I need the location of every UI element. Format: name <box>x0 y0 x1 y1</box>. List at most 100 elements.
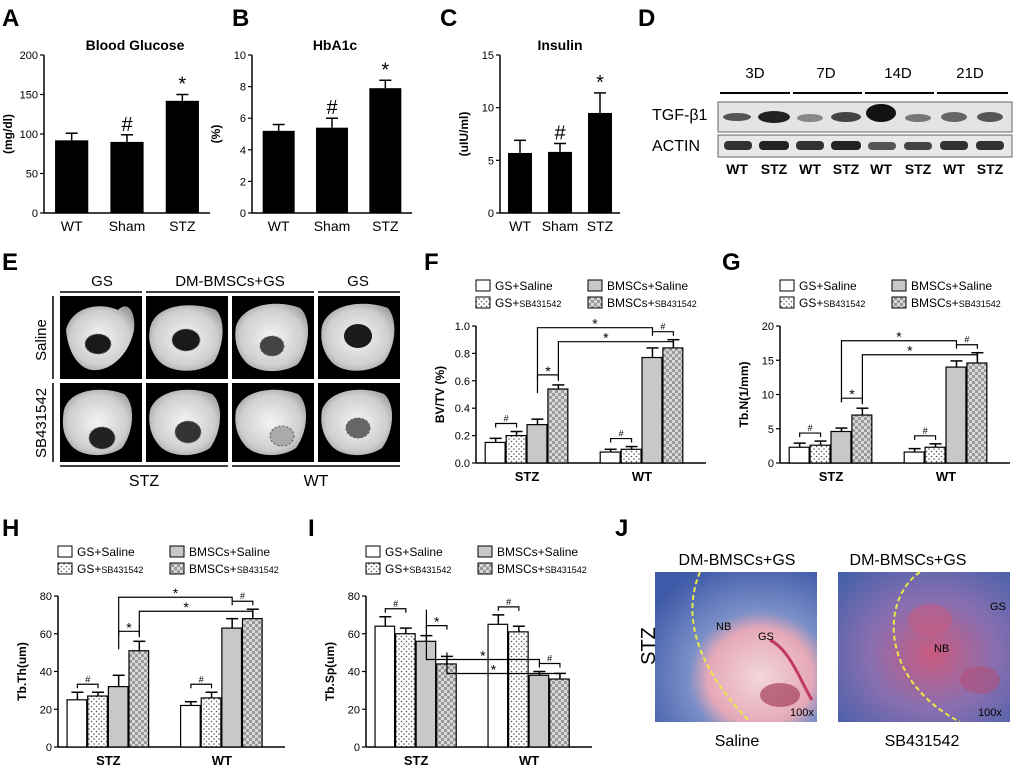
panel-letter-d: D <box>638 5 655 32</box>
significance-mark: # <box>326 97 338 119</box>
x-tick-label: WT <box>509 218 531 234</box>
y-axis-label: (mg/dl) <box>1 114 15 154</box>
significance-bracket <box>231 600 254 606</box>
x-tick-label: Sham <box>542 218 579 234</box>
y-tick-label: 10 <box>234 50 246 62</box>
significance-bracket <box>118 596 233 650</box>
bar <box>110 141 144 213</box>
legend-label: GS+Saline <box>385 545 443 559</box>
blot-band <box>758 111 790 123</box>
legend-swatch <box>57 545 73 558</box>
blot-band <box>831 112 861 122</box>
y-tick-label: 0 <box>32 208 38 220</box>
legend-swatch <box>891 296 907 309</box>
bar <box>66 699 88 748</box>
chart-b: 0 2 4 6 8 10 (%) WT # Sham * STZ <box>209 50 412 234</box>
y-tick-label: 80 <box>40 591 52 603</box>
bar <box>221 627 243 748</box>
panel-letter-c: C <box>440 5 457 32</box>
microct-image <box>318 296 400 379</box>
significance-mark: * <box>178 74 186 96</box>
legend-swatch <box>475 279 491 292</box>
blot-lane-label: WT <box>943 161 965 177</box>
y-tick-label: 0 <box>46 742 52 754</box>
y-axis-label: Tb.Th(um) <box>15 642 29 701</box>
y-tick-label: 0 <box>488 208 494 220</box>
significance-mark: * <box>434 614 440 630</box>
legend-label: BMSCs+SB431542 <box>607 296 697 310</box>
bar <box>107 685 129 748</box>
bar <box>369 88 402 213</box>
significance-mark: # <box>506 597 511 607</box>
legend-swatch <box>365 545 381 558</box>
significance-bracket <box>651 331 674 336</box>
y-tick-label: 60 <box>40 629 52 641</box>
blot-lane-label: WT <box>799 161 821 177</box>
histology-image: NB GS 100x <box>655 571 817 723</box>
histology-title: DM-BMSCs+GS <box>850 552 967 569</box>
blot-lane-label: STZ <box>905 161 932 177</box>
histology-row-label: STZ <box>638 627 660 665</box>
y-tick-label: 50 <box>26 169 38 181</box>
y-axis-label: (%) <box>209 125 223 144</box>
histology-bottom-label: Saline <box>715 733 760 750</box>
significance-mark: # <box>199 674 204 684</box>
y-axis-label-group: Tb.Th(um) <box>15 642 29 701</box>
significance-bracket <box>425 609 541 664</box>
significance-bracket <box>446 652 561 678</box>
y-tick-label: 40 <box>40 667 52 679</box>
bar <box>241 618 263 748</box>
significance-mark: * <box>545 363 551 379</box>
significance-mark: * <box>491 662 497 678</box>
significance-mark: # <box>240 591 245 601</box>
y-tick-label: 10 <box>482 103 494 115</box>
x-tick-label: Sham <box>314 218 351 234</box>
x-tick-label: WT <box>61 218 83 234</box>
y-tick-label: 8 <box>240 82 246 94</box>
blot-band <box>905 114 931 122</box>
significance-mark: # <box>504 413 509 423</box>
legend-label: GS+SB431542 <box>799 296 865 310</box>
bar <box>200 697 222 748</box>
significance-mark: * <box>381 59 389 81</box>
panel-letter-e: E <box>2 249 18 276</box>
significance-mark: # <box>393 599 398 609</box>
microct-row-label: Saline <box>33 319 50 361</box>
blot-band <box>796 141 824 150</box>
legend-swatch <box>365 562 381 575</box>
panel-letter-i: I <box>308 515 315 542</box>
y-tick-label: 20 <box>762 321 774 333</box>
microct-image <box>232 383 314 462</box>
chart-a: 0 50 100 150 200 (mg/dl) WT # Sham * STZ <box>1 50 210 234</box>
bar <box>505 435 527 464</box>
significance-mark: * <box>896 329 902 345</box>
y-tick-label: 5 <box>768 424 774 436</box>
blot-day-21d: 21D <box>956 65 984 82</box>
bar <box>507 631 529 748</box>
y-tick-label: 20 <box>348 704 360 716</box>
microct-row-label: SB431542 <box>33 388 50 458</box>
bar <box>128 650 150 748</box>
significance-mark: # <box>85 674 90 684</box>
legend-swatch <box>587 279 603 292</box>
x-tick-label: STZ <box>169 218 196 234</box>
significance-mark: # <box>619 429 624 439</box>
significance-mark: # <box>964 335 969 345</box>
blot-band <box>904 142 932 150</box>
chart-i: 0 20 40 60 80 Tb.Sp(um) STZ # WT # # * * * GS+Saline BM… <box>323 545 592 768</box>
bar <box>599 451 621 464</box>
bar <box>316 127 348 213</box>
bar <box>484 441 506 464</box>
blot-band <box>941 112 967 122</box>
y-axis-label-group: BV/TV (%) <box>433 366 447 423</box>
legend-swatch <box>475 296 491 309</box>
legend-swatch <box>779 279 795 292</box>
microct-image <box>60 296 142 379</box>
panel-letter-j: J <box>615 515 628 542</box>
microct-col-header: DM-BMSCs+GS <box>175 273 285 290</box>
significance-mark: # <box>660 322 665 332</box>
legend-label: GS+Saline <box>495 279 553 293</box>
x-tick-label: STZ <box>404 753 429 768</box>
legend-label: BMSCs+Saline <box>911 279 992 293</box>
bar <box>487 623 509 748</box>
